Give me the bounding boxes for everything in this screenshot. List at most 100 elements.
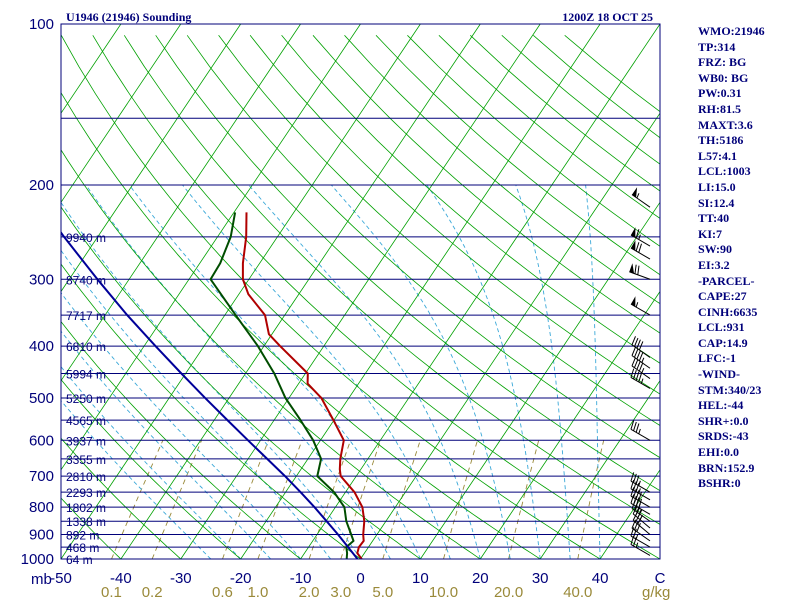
temperature-tick-label: 30: [532, 570, 549, 587]
wind-barb-flag: [630, 368, 635, 378]
wind-barb-staff: [631, 508, 651, 522]
pressure-tick-label: 1000: [21, 551, 54, 568]
wind-barb-staff: [630, 535, 651, 548]
wind-barb-staff: [631, 194, 651, 208]
isotherm-line: [180, 24, 541, 559]
height-labels: 9940 m 8740 m 7717 m 6810 m 5994 m 5250 m 4565…: [66, 231, 106, 567]
moist-adiabat-line: [515, 184, 571, 559]
isotherm-line: [420, 201, 660, 559]
wind-barb-staff: [630, 377, 651, 389]
wind-barb: [630, 535, 651, 556]
index-item: SRDS:-43: [698, 429, 749, 444]
wind-barb: [631, 336, 651, 358]
wind-barb-flag: [633, 495, 637, 505]
plot-frame: [60, 23, 661, 560]
wind-barb-flag: [635, 242, 640, 252]
mixing-ratio-tick-label: 0.2: [142, 584, 163, 600]
mixing-ratio-line: [111, 440, 164, 559]
wind-barb: [630, 487, 651, 508]
index-item: LCL:931: [698, 320, 745, 335]
temperature-tick-label: 0: [356, 570, 364, 587]
wind-barb-staff: [631, 365, 651, 379]
index-item: MAXT:3.6: [698, 117, 753, 132]
wind-barb-pennant: [630, 296, 636, 307]
index-item: -PARCEL-: [698, 273, 755, 288]
temperature-tick-label: -20: [230, 570, 252, 587]
wind-barb-flag: [638, 491, 642, 501]
dry-adiabat-line: [344, 35, 660, 305]
wind-barb-pennant: [629, 263, 634, 274]
index-item: FRZ: BG: [698, 55, 747, 70]
wind-barb-staff: [631, 344, 651, 358]
profile-lines: [61, 212, 366, 559]
moist-adiabat-line: [61, 201, 361, 559]
wind-barb: [630, 296, 651, 316]
wind-barb-staff: [630, 544, 651, 556]
wind-barb-flag: [633, 473, 637, 483]
dry-adiabat-line: [61, 320, 302, 559]
wind-barb-staff: [630, 488, 651, 501]
isotherm-line: [120, 24, 481, 559]
wind-barb-flag: [633, 488, 637, 498]
wind-barb-flag: [630, 479, 635, 489]
wind-barb-flag: [631, 336, 636, 346]
wind-barb: [631, 346, 651, 369]
wind-barb-flag: [635, 482, 640, 492]
index-item: SW:90: [698, 242, 733, 257]
wind-barb-flag: [636, 360, 641, 370]
dry-adiabat-line: [312, 35, 660, 334]
wind-barb-flag: [634, 264, 637, 274]
wind-barb-staff: [631, 355, 651, 369]
wind-barb: [630, 420, 651, 441]
index-item: WB0: BG: [698, 70, 749, 85]
dry-adiabats: [61, 34, 660, 559]
dry-adiabat-line: [218, 35, 660, 426]
mixing-ratio-axis: g/kg 0.1 0.2 0.6 1.0 2.0 3.0 5.0 10.0 20.0 40.0: [101, 584, 670, 600]
mixing-ratio-line: [340, 440, 382, 559]
wind-barb-half-flag: [641, 357, 645, 363]
dry-adiabat-line: [61, 263, 362, 559]
dry-adiabat-line: [564, 34, 660, 113]
wind-barb: [631, 187, 651, 208]
index-item: SHR+:0.0: [698, 413, 749, 428]
wind-barb-flag: [633, 370, 637, 380]
mixing-ratio-line: [151, 440, 203, 559]
wind-barb-flag: [638, 373, 642, 383]
isotherm-line: [61, 24, 182, 204]
dry-adiabat-line: [249, 35, 660, 395]
pressure-tick-label: 200: [29, 177, 54, 194]
wind-barb: [630, 240, 651, 260]
wind-barb: [630, 472, 651, 493]
wind-barb-half-flag: [635, 542, 639, 548]
height-label: 2293 m: [66, 486, 106, 500]
dry-adiabat-line: [61, 149, 481, 559]
height-label: 64 m: [66, 553, 93, 567]
pressure-axis: mb 100 200 300 400 500 600 700 800 900 1000: [21, 16, 54, 588]
wind-barb-pennant: [630, 240, 636, 251]
height-label: 5250 m: [66, 392, 106, 406]
dry-adiabat-line: [61, 91, 541, 559]
temperature-tick-label: -10: [290, 570, 312, 587]
isotherm-line: [539, 379, 660, 559]
height-label: 3355 m: [66, 453, 106, 467]
wind-barb-flag: [635, 229, 640, 239]
sounding-timestamp: 1200Z 18 OCT 25: [562, 10, 653, 24]
isotherm-line: [240, 24, 601, 559]
height-label: 1338 m: [66, 515, 106, 529]
index-item: KI:7: [698, 226, 722, 241]
wind-barbs: [629, 187, 651, 556]
wind-barb-half-flag: [636, 193, 640, 199]
wind-barb-flag: [633, 421, 637, 431]
isotherm-line: [479, 290, 660, 559]
index-item: L57:4.1: [698, 148, 737, 163]
isotherm-line: [61, 24, 242, 293]
moist-adiabat-line: [61, 330, 271, 559]
temperature-tick-label: 40: [592, 570, 609, 587]
mixing-ratio-tick-label: 5.0: [372, 584, 393, 600]
temperature-tick-label: -30: [170, 570, 192, 587]
wind-barb-flag: [635, 371, 640, 381]
wind-barb-flag: [636, 339, 641, 349]
wind-barb-half-flag: [638, 488, 641, 494]
index-item: CINH:6635: [698, 304, 758, 319]
wind-barb-staff: [629, 271, 651, 280]
